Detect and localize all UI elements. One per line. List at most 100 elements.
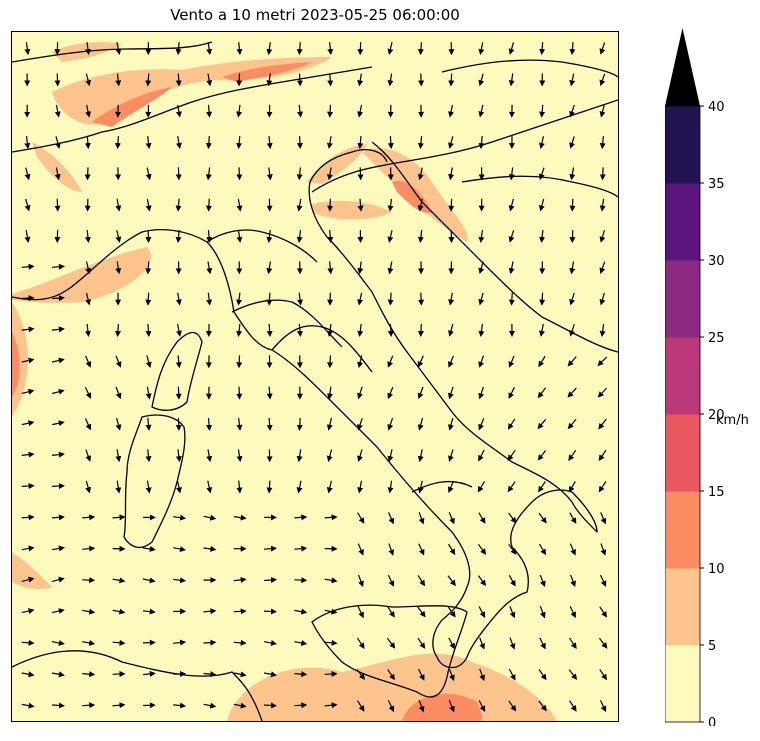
wind-arrow [263, 671, 277, 678]
wind-arrow [206, 292, 213, 306]
wind-arrow [324, 639, 338, 646]
wind-arrow [538, 136, 545, 149]
colorbar-tick-label: 20 [708, 408, 725, 423]
wind-arrow [51, 671, 65, 678]
wind-arrow [236, 104, 243, 118]
wind-arrow [175, 42, 182, 56]
wind-arrow [356, 637, 365, 649]
wind-arrow [51, 545, 65, 552]
wind-arrow [233, 608, 247, 615]
wind-arrow [417, 323, 424, 337]
wind-arrow [175, 386, 182, 400]
wind-arrow [326, 386, 333, 400]
wind-arrow [599, 700, 607, 713]
wind-arrow [266, 323, 273, 337]
wind-arrow [387, 669, 395, 681]
wind-arrow [538, 669, 547, 681]
colorbar-tick-label: 10 [708, 562, 725, 577]
wind-arrow [448, 73, 455, 87]
wind-arrow [145, 355, 152, 369]
wind-arrow [569, 230, 576, 244]
wind-arrow [508, 42, 515, 55]
wind-arrow [84, 386, 92, 399]
wind-arrow [357, 386, 363, 400]
wind-arrow [115, 386, 122, 400]
wind-arrow [173, 577, 187, 584]
wind-arrow [327, 42, 334, 56]
wind-arrow [114, 136, 121, 150]
wind-arrow [448, 637, 455, 650]
colorbar-swatch [665, 645, 700, 723]
wind-arrow [145, 449, 152, 463]
wind-arrow [206, 417, 213, 431]
wind-arrow [539, 605, 546, 619]
wind-arrow [84, 230, 91, 243]
wind-arrow [324, 670, 338, 677]
wind-arrow [448, 386, 454, 400]
wind-arrow [568, 669, 578, 680]
wind-arrow [264, 577, 277, 583]
wind-arrow [418, 543, 425, 556]
wind-arrow [599, 73, 606, 87]
wind-arrow [569, 292, 575, 306]
wind-arrow [297, 292, 304, 306]
wind-arrow [21, 357, 35, 364]
wind-arrow [21, 514, 35, 521]
wind-arrow [569, 42, 576, 56]
wind-arrow [326, 324, 333, 337]
wind-arrow [24, 198, 31, 212]
wind-arrow [387, 261, 394, 275]
wind-arrow [85, 355, 92, 368]
wind-arrow [51, 640, 65, 646]
wind-arrow [418, 512, 425, 525]
wind-arrow [387, 42, 394, 55]
wind-arrow [538, 543, 547, 556]
wind-arrow [324, 577, 338, 584]
wind-arrow [24, 167, 31, 181]
wind-arrow [357, 449, 363, 463]
wind-arrow [567, 387, 577, 398]
wind-arrow [600, 543, 607, 556]
wind-arrow [569, 606, 576, 619]
wind-arrow [508, 387, 515, 399]
wind-arrow [203, 608, 217, 615]
wind-arrow [51, 702, 65, 709]
wind-arrow [356, 700, 365, 712]
wind-arrow [387, 292, 394, 306]
wind-arrow [539, 104, 546, 118]
wind-arrow [478, 355, 485, 368]
wind-arrow [357, 136, 364, 150]
wind-arrow [508, 261, 515, 275]
wind-arrow [357, 355, 364, 369]
wind-arrow [145, 136, 152, 150]
wind-arrow [82, 702, 96, 709]
wind-arrow [357, 512, 365, 524]
wind-arrow [145, 292, 152, 306]
wind-arrow [447, 606, 456, 618]
wind-arrow [266, 386, 273, 400]
wind-arrow [142, 608, 156, 615]
wind-arrow [114, 323, 121, 337]
wind-arrow [203, 514, 217, 521]
wind-arrow [357, 574, 364, 588]
wind-arrow [478, 418, 485, 431]
wind-arrow [598, 418, 607, 430]
wind-arrow [176, 480, 182, 494]
wind-arrow [294, 671, 308, 678]
coastlines-borders [12, 41, 618, 721]
wind-arrow [54, 136, 61, 149]
colorbar-unit-label: km/h [716, 413, 749, 428]
wind-arrow [447, 480, 455, 494]
wind-arrow [478, 104, 485, 118]
wind-arrow [54, 104, 61, 118]
colorbar-extend-max [665, 28, 700, 106]
wind-arrow [599, 669, 608, 681]
wind-arrow [508, 512, 517, 524]
wind-arrow [357, 167, 364, 181]
wind-arrow [145, 73, 152, 87]
wind-arrow [82, 545, 96, 552]
wind-arrow [115, 261, 122, 275]
wind-arrow [175, 355, 182, 369]
wind-arrow [568, 481, 576, 493]
wind-arrow [85, 292, 92, 306]
